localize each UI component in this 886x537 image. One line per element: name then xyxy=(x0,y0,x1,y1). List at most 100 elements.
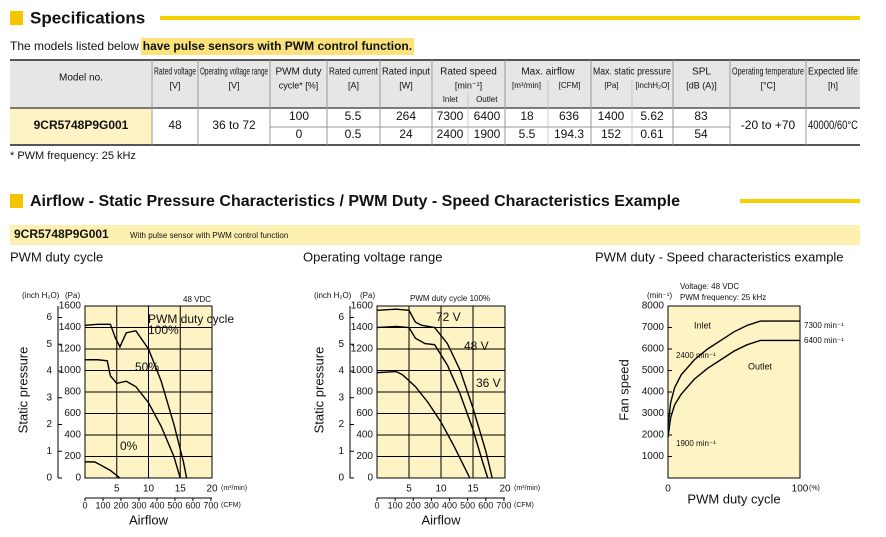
model-note: With pulse sensor with PWM control funct… xyxy=(130,231,288,240)
table-subheader: Outlet xyxy=(476,95,498,104)
section-rule xyxy=(740,199,860,203)
table-header: Operating temperature xyxy=(732,67,804,78)
table-header: Max. airflow xyxy=(521,67,575,78)
chart-title: Operating voltage range xyxy=(303,249,442,264)
table-header: Operating voltage range xyxy=(200,67,268,78)
section-icon xyxy=(10,194,23,208)
table-cell: 9CR5748P9G001 xyxy=(34,118,129,132)
plot-frame xyxy=(667,305,801,479)
y2-tick-label: 1 xyxy=(338,446,344,457)
y-tick-label: 1600 xyxy=(351,301,374,312)
table-unit: [°C] xyxy=(760,80,775,90)
y2-tick-label: 6 xyxy=(46,312,52,323)
table-cell: 54 xyxy=(694,127,708,141)
y-tick-label: 1000 xyxy=(642,451,665,462)
table-cell: 5.5 xyxy=(519,127,536,141)
table-cell: 1900 xyxy=(474,127,501,141)
y2-tick-label: 6 xyxy=(338,312,344,323)
y2-unit: (inch H₂O) xyxy=(314,291,352,300)
y2-tick-label: 4 xyxy=(46,366,52,377)
table-subheader: Inlet xyxy=(443,95,459,104)
table-header: Rated speed xyxy=(440,67,497,78)
annotation: 6400 min⁻¹ xyxy=(804,336,844,345)
y-tick-label: 200 xyxy=(64,451,81,462)
y2-tick-label: 2 xyxy=(338,419,344,430)
x2-tick-label: 700 xyxy=(496,500,511,510)
y-tick-label: 200 xyxy=(356,451,373,462)
y-tick-label: 600 xyxy=(356,408,373,419)
x-tick-label: 5 xyxy=(406,484,412,495)
x-tick-label: 100 xyxy=(792,484,809,495)
annotation: PWM duty cycle 100% xyxy=(410,294,490,303)
table-cell: 2400 xyxy=(437,127,464,141)
table-cell: 48 xyxy=(168,118,182,132)
curve xyxy=(667,339,800,438)
annotation: Voltage: 48 VDC xyxy=(680,282,739,291)
series-label: 48 V xyxy=(464,339,489,353)
table-unit: [V] xyxy=(169,80,180,90)
y-unit: (min⁻¹) xyxy=(647,291,672,300)
table-unit: [dB (A)] xyxy=(686,80,717,90)
y-tick-label: 8000 xyxy=(642,301,665,312)
table-unit: [min⁻¹] xyxy=(455,80,482,90)
y-tick-label: 1600 xyxy=(59,301,82,312)
table-cell: -20 to +70 xyxy=(741,118,796,132)
y-tick-label: 800 xyxy=(356,387,373,398)
curve xyxy=(84,323,188,479)
series-label: 36 V xyxy=(476,376,501,390)
y-tick-label: 800 xyxy=(64,387,81,398)
table-unit: [V] xyxy=(228,80,239,90)
table-cell: 0 xyxy=(296,127,303,141)
x2-tick-label: 200 xyxy=(113,500,128,510)
model-cell-bg xyxy=(10,108,152,145)
table-cell: 0.5 xyxy=(345,127,362,141)
highlight xyxy=(140,38,415,55)
annotation: 48 VDC xyxy=(183,295,211,304)
section-title: Airflow - Static Pressure Characteristic… xyxy=(30,193,680,210)
x-tick-label: 20 xyxy=(499,484,511,495)
x2-tick-label: 600 xyxy=(185,500,200,510)
curve xyxy=(85,461,121,479)
plot-frame xyxy=(376,305,506,479)
x-axis-label: PWM duty cycle xyxy=(687,491,780,506)
y-tick-label: 4000 xyxy=(642,387,665,398)
series-label: 50% xyxy=(135,360,159,374)
table-cell: 636 xyxy=(559,109,579,123)
series-label: 0% xyxy=(120,439,138,453)
x-tick-label: 15 xyxy=(467,484,479,495)
y2-tick-label: 1 xyxy=(46,446,52,457)
y2-tick-label: 3 xyxy=(338,392,344,403)
x-unit: (m³/min) xyxy=(221,485,247,492)
table-header: Expected life xyxy=(808,67,858,78)
table-cell: 7300 xyxy=(437,109,464,123)
y-tick-label: 1200 xyxy=(59,344,82,355)
table-unit: [m³/min] xyxy=(512,81,541,90)
table-header: SPL xyxy=(692,67,711,78)
curve xyxy=(376,308,493,479)
table-cell: 18 xyxy=(520,109,534,123)
y-tick-label: 600 xyxy=(64,408,81,419)
footnote: * PWM frequency: 25 kHz xyxy=(10,150,136,162)
table-cell: 100 xyxy=(289,109,309,123)
y2-tick-label: 5 xyxy=(46,339,52,350)
x-unit: (%) xyxy=(809,485,820,492)
table-cell: 152 xyxy=(601,127,621,141)
y-axis-label: Static pressure xyxy=(15,347,30,434)
y2-unit: (inch H₂O) xyxy=(22,291,60,300)
x-tick-label: 20 xyxy=(206,484,218,495)
series-label: 72 V xyxy=(436,310,461,324)
intro-text: The models listed below xyxy=(10,39,139,53)
y2-tick-label: 5 xyxy=(338,339,344,350)
y-unit: (Pa) xyxy=(360,291,375,300)
table-header: Max. static pressure xyxy=(593,67,671,78)
intro-highlight: have pulse sensors with PWM control func… xyxy=(143,39,412,53)
x2-tick-label: 0 xyxy=(82,500,87,510)
x-axis-label: Airflow xyxy=(129,512,169,527)
model-band xyxy=(10,225,860,245)
y-tick-label: 3000 xyxy=(642,408,665,419)
y-tick-label: 1000 xyxy=(351,365,374,376)
table-header: Model no. xyxy=(59,73,103,84)
x2-tick-label: 700 xyxy=(203,500,218,510)
plot-frame xyxy=(84,305,213,479)
chart-title: PWM duty - Speed characteristics example xyxy=(595,249,844,264)
